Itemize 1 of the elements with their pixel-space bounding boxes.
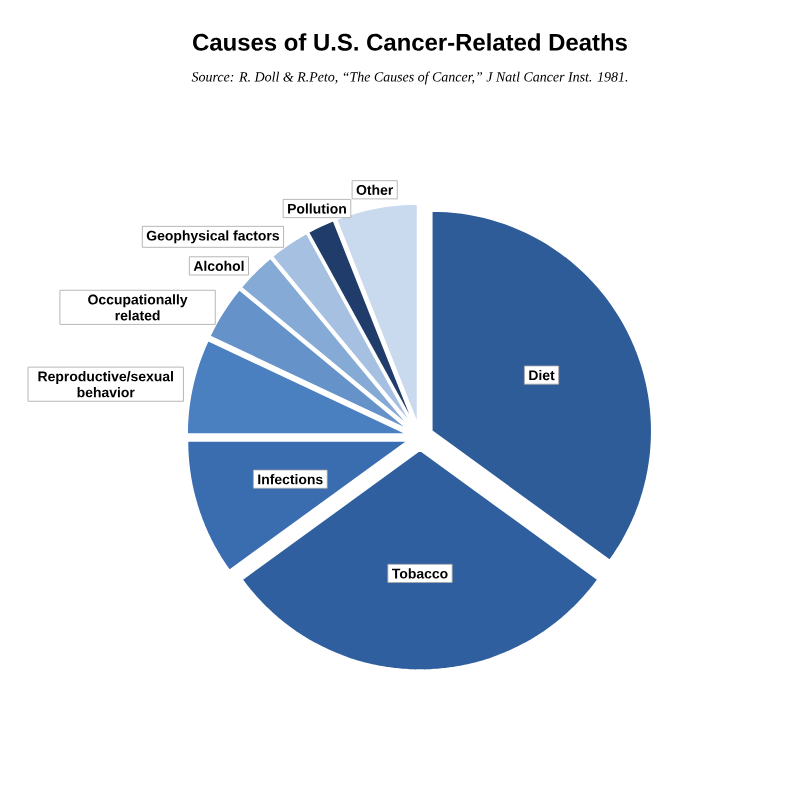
chart-title: Causes of U.S. Cancer-Related Deaths [193, 33, 627, 51]
